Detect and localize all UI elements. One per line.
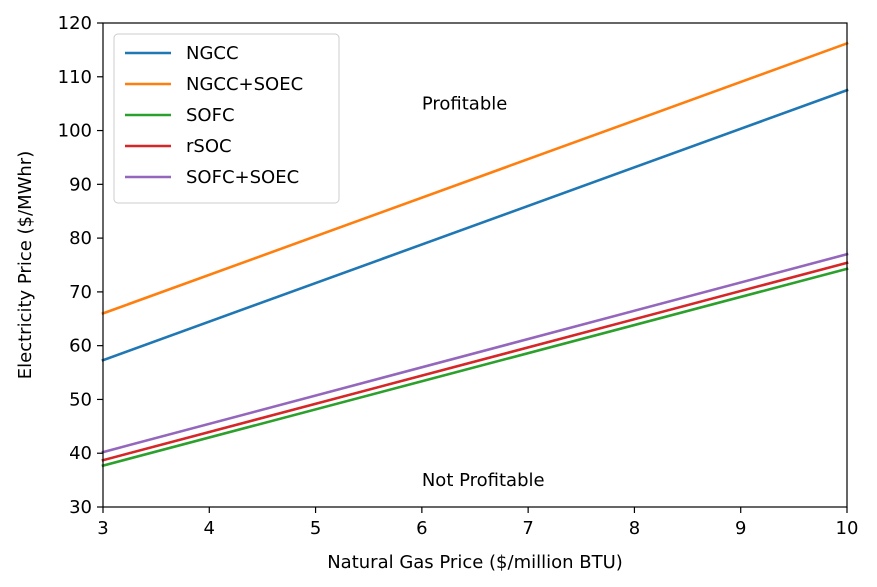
x-tick-label: 8 (629, 518, 640, 539)
legend-label-sofc: SOFC (186, 105, 235, 126)
y-axis-label: Electricity Price ($/MWhr) (15, 151, 36, 379)
y-tick-label: 110 (58, 67, 92, 88)
legend-label-sofc-plus-soec: SOFC+SOEC (186, 167, 299, 188)
y-tick-label: 50 (69, 389, 92, 410)
legend-box (113, 33, 340, 204)
series-line-ngcc-plus-soec (101, 41, 849, 316)
y-tick-label: 120 (58, 13, 92, 34)
series-line-rsoc (101, 261, 849, 462)
y-tick-label: 70 (69, 282, 92, 303)
y-tick-label: 80 (69, 228, 92, 249)
annotation-not-profitable: Not Profitable (422, 470, 545, 491)
annotation-profitable: Profitable (422, 94, 507, 115)
x-tick-label: 6 (416, 518, 427, 539)
legend-label-ngcc-plus-soec: NGCC+SOEC (186, 74, 303, 95)
series-line-sofc-plus-soec (101, 252, 849, 454)
x-tick-label: 4 (204, 518, 215, 539)
y-tick-label: 60 (69, 336, 92, 357)
plot-frame (102, 22, 848, 508)
x-tick-label: 3 (97, 518, 108, 539)
x-tick-label: 7 (522, 518, 533, 539)
annotations: Profitable Not Profitable (422, 94, 545, 491)
x-tick-label: 10 (836, 518, 859, 539)
x-tick-label: 9 (735, 518, 746, 539)
legend-label-ngcc: NGCC (186, 43, 239, 64)
x-axis: 3 4 5 6 7 8 9 10 (97, 507, 858, 539)
plot-lines (101, 41, 849, 468)
series-line-sofc (101, 267, 849, 468)
y-axis: 30 40 50 60 70 80 90 100 110 120 (58, 13, 103, 518)
legend-label-rsoc: rSOC (186, 136, 232, 157)
series-line-ngcc (101, 88, 849, 362)
x-axis-label: Natural Gas Price ($/million BTU) (327, 552, 623, 573)
y-tick-label: 40 (69, 443, 92, 464)
y-tick-label: 90 (69, 174, 92, 195)
y-tick-label: 30 (69, 497, 92, 518)
y-tick-label: 100 (58, 121, 92, 142)
legend: NGCC NGCC+SOEC SOFC rSOC SOFC+SOEC (113, 33, 340, 204)
x-tick-label: 5 (310, 518, 321, 539)
